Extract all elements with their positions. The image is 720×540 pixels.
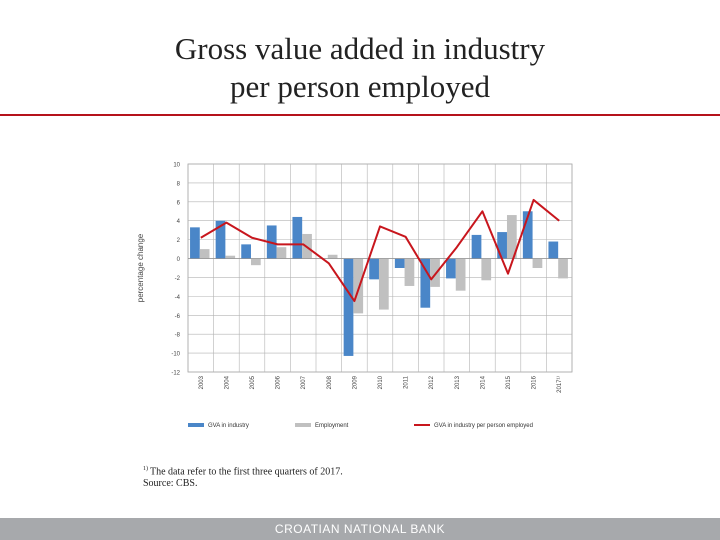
bar-gva bbox=[548, 241, 559, 259]
bar-gva bbox=[522, 211, 533, 259]
y-tick-label: -12 bbox=[171, 371, 180, 377]
y-tick-label: 6 bbox=[177, 200, 181, 206]
x-tick-label: 2007 bbox=[301, 375, 307, 389]
legend-label: GVA in industry per person employed bbox=[434, 423, 533, 429]
bar-employment bbox=[199, 249, 210, 259]
footnote: 1) The data refer to the first three quar… bbox=[143, 463, 343, 490]
bar-employment bbox=[558, 258, 568, 279]
legend-swatch bbox=[188, 423, 204, 427]
bar-employment bbox=[481, 258, 492, 281]
x-tick-label: 2003 bbox=[199, 375, 205, 389]
y-tick-label: -10 bbox=[171, 352, 180, 358]
line-gva-per-person bbox=[200, 198, 560, 303]
legend-swatch bbox=[295, 423, 311, 427]
bar-gva bbox=[190, 227, 200, 259]
footer-brand: CROATIAN NATIONAL BANK bbox=[274, 522, 446, 536]
slide-title: Gross value added in industry per person… bbox=[0, 30, 720, 106]
bar-gva bbox=[420, 258, 431, 308]
bar-employment bbox=[430, 258, 440, 287]
x-tick-label: 2009 bbox=[352, 375, 358, 389]
footnote-text: The data refer to the first three quarte… bbox=[150, 466, 343, 478]
bar-employment bbox=[353, 258, 364, 314]
bar-employment bbox=[378, 258, 389, 310]
bar-gva bbox=[471, 234, 482, 259]
x-tick-label: 2010 bbox=[378, 375, 384, 389]
bar-employment bbox=[250, 258, 261, 266]
y-tick-label: 10 bbox=[173, 163, 180, 169]
y-tick-label: 0 bbox=[177, 257, 181, 263]
y-tick-label: 8 bbox=[177, 181, 181, 187]
y-tick-label: -6 bbox=[175, 314, 181, 320]
x-tick-label: 2011 bbox=[404, 375, 410, 389]
bar-employment bbox=[225, 255, 236, 259]
y-tick-label: -8 bbox=[175, 333, 181, 339]
bar-gva bbox=[215, 220, 226, 259]
x-tick-label: 2016 bbox=[532, 375, 538, 389]
x-tick-label: 2006 bbox=[276, 375, 282, 389]
chart-container: percentage change 10 8 6 4 2 0 -2 -4 -6 -8 -10 -12 2… bbox=[130, 150, 590, 440]
legend-label: Employment bbox=[315, 423, 349, 429]
y-tick-label: -2 bbox=[175, 276, 181, 282]
footer-bar: CROATIAN NATIONAL BANK bbox=[0, 518, 720, 540]
bar-gva bbox=[241, 244, 251, 259]
x-tick-label: 2013 bbox=[455, 375, 461, 389]
bar-gva bbox=[497, 232, 507, 259]
bar-gva bbox=[446, 258, 456, 279]
y-tick-label: 4 bbox=[177, 219, 181, 225]
slide-title-line-2: per person employed bbox=[230, 69, 490, 104]
x-tick-label: 2014 bbox=[480, 375, 486, 389]
bar-employment bbox=[455, 258, 466, 291]
source-note: Source: CBS. bbox=[143, 478, 198, 490]
y-tick-label: -4 bbox=[175, 295, 181, 301]
x-tick-label: 2004 bbox=[224, 375, 230, 389]
x-tick-label: 2017¹⁾ bbox=[556, 375, 563, 392]
bar-employment bbox=[276, 247, 287, 259]
x-tick-label: 2015 bbox=[506, 375, 512, 389]
x-tick-label: 2012 bbox=[429, 375, 435, 389]
bar-gva bbox=[369, 258, 379, 280]
bar-gva bbox=[292, 216, 303, 259]
x-tick-label: 2008 bbox=[327, 375, 333, 389]
bar-employment bbox=[404, 258, 415, 286]
bar-employment bbox=[532, 258, 543, 268]
x-tick-label: 2005 bbox=[250, 375, 256, 389]
bar-employment bbox=[506, 215, 517, 259]
footnote-note: 1) The data refer to the first three quar… bbox=[143, 463, 343, 478]
footnote-marker: 1) bbox=[143, 466, 148, 472]
y-tick-label: 2 bbox=[177, 238, 181, 244]
slide-title-line-1: Gross value added in industry bbox=[174, 31, 546, 66]
legend-label: GVA in industry bbox=[208, 423, 249, 429]
bar-gva bbox=[394, 258, 405, 268]
bar-employment bbox=[327, 254, 338, 259]
bar-gva bbox=[343, 258, 354, 356]
chart-svg: 10 8 6 4 2 0 -2 -4 -6 -8 -10 -12 2003 2004 2005 2006 200… bbox=[171, 163, 573, 429]
title-divider bbox=[0, 114, 720, 116]
